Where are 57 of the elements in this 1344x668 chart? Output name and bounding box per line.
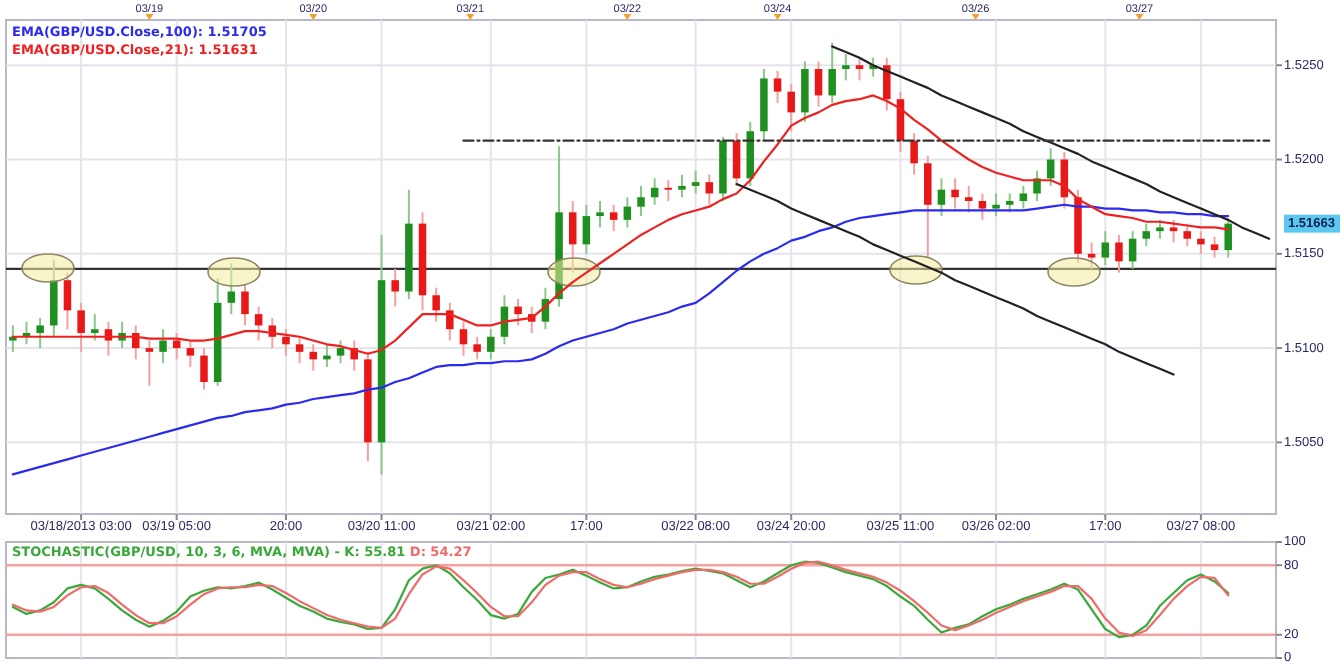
candlestick: [937, 177, 946, 218]
candlestick: [1156, 218, 1164, 240]
candlestick: [705, 173, 714, 206]
candlestick: [773, 69, 782, 104]
candlestick: [910, 132, 918, 176]
candlestick: [855, 56, 864, 82]
candlestick: [801, 60, 809, 123]
candlestick: [623, 196, 632, 229]
candlestick: [227, 262, 236, 316]
candlestick: [746, 120, 754, 187]
line-series: [735, 182, 1175, 376]
candlestick: [992, 192, 1000, 218]
candlestick: [1115, 233, 1123, 274]
candlestick: [814, 60, 823, 108]
line-series: [11, 203, 1230, 476]
candlestick: [951, 177, 959, 210]
candlestick: [1142, 222, 1151, 248]
candlestick: [568, 200, 577, 274]
candlestick: [924, 154, 932, 259]
candlestick: [446, 301, 454, 342]
candlestick: [432, 286, 440, 323]
candlestick: [596, 200, 604, 229]
candlestick: [50, 258, 58, 338]
candlestick: [1197, 230, 1205, 255]
line-series: [831, 45, 1271, 240]
candlestick: [200, 347, 208, 391]
candlestick: [582, 203, 591, 255]
candlestick: [391, 267, 399, 308]
candlestick: [1101, 230, 1110, 267]
candlestick: [1128, 230, 1137, 270]
candlestick: [964, 184, 973, 214]
candlestick: [159, 328, 167, 365]
candlestick: [1019, 184, 1028, 210]
candlestick: [842, 52, 850, 82]
candlestick: [63, 271, 72, 331]
candlestick: [254, 305, 263, 342]
candlestick: [241, 282, 249, 327]
candlestick: [828, 41, 836, 104]
candlestick: [1033, 169, 1041, 203]
candlestick: [664, 179, 673, 203]
candlestick: [487, 328, 495, 361]
candlestick: [9, 324, 17, 353]
candlestick: [1087, 241, 1096, 270]
candlestick: [637, 184, 645, 218]
candlestick: [36, 316, 44, 350]
candlestick: [336, 339, 345, 365]
candlestick: [678, 173, 686, 199]
candlestick: [1169, 218, 1178, 244]
candlestick: [691, 169, 700, 195]
candlestick: [978, 192, 987, 221]
candlestick: [732, 132, 741, 187]
candlestick: [514, 298, 522, 327]
candlestick: [1224, 218, 1232, 259]
candlestick: [1210, 235, 1219, 259]
candlestick: [609, 203, 618, 233]
candlestick: [91, 313, 99, 342]
candlestick: [473, 335, 481, 361]
